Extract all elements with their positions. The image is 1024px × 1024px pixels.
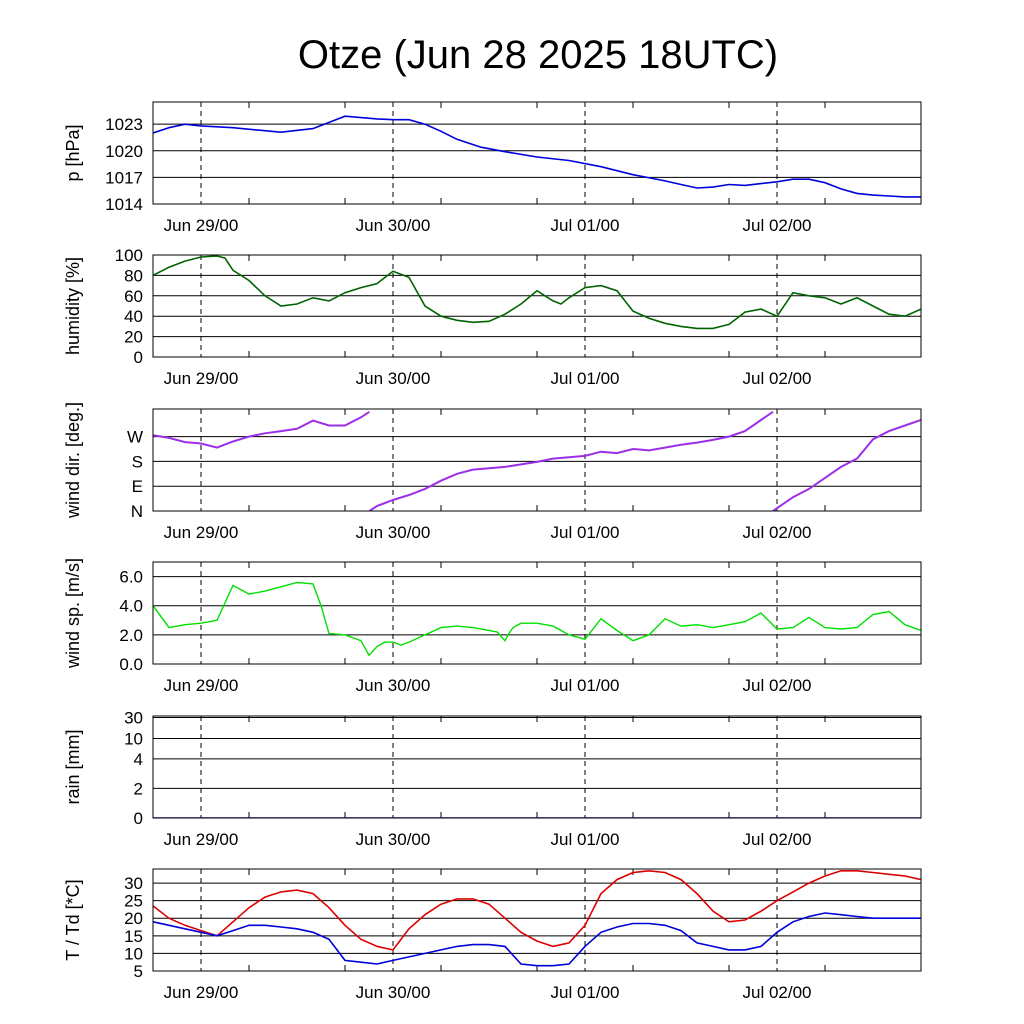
y-axis-label: p [hPa]	[63, 124, 83, 181]
y-axis-label: wind sp. [m/s]	[63, 558, 83, 669]
x-tick-label: Jul 02/00	[743, 983, 812, 1002]
x-tick-label: Jun 29/00	[164, 983, 239, 1002]
x-tick-label: Jul 01/00	[551, 676, 620, 695]
y-tick-label: 40	[124, 307, 143, 326]
y-tick-label: 100	[115, 246, 143, 265]
y-tick-label: 60	[124, 287, 143, 306]
x-tick-label: Jun 30/00	[356, 523, 431, 542]
y-tick-label: 0	[134, 348, 143, 367]
y-axis-label: humidity [%]	[63, 257, 83, 355]
y-axis-label: T / Td [*C]	[63, 879, 83, 960]
y-tick-label: 30	[124, 874, 143, 893]
x-tick-label: Jul 01/00	[551, 830, 620, 849]
y-tick-label: 15	[124, 927, 143, 946]
x-tick-label: Jun 29/00	[164, 369, 239, 388]
y-tick-label: E	[132, 477, 143, 496]
y-tick-label: 10	[124, 729, 143, 748]
y-tick-label: N	[131, 502, 143, 521]
x-tick-label: Jun 30/00	[356, 676, 431, 695]
y-tick-label: 4.0	[119, 597, 143, 616]
x-tick-label: Jun 29/00	[164, 830, 239, 849]
y-tick-label: 30	[124, 709, 143, 728]
plot-frame	[152, 101, 922, 205]
panel-0: 1014 1017 1020 1023 Jun 29/00 Jun 30/00 Jul 01…	[63, 101, 922, 235]
x-tick-label: Jul 02/00	[743, 369, 812, 388]
y-tick-label: 5	[134, 962, 143, 981]
plot-frame	[152, 408, 922, 512]
y-tick-label: 10	[124, 944, 143, 963]
y-tick-label: 2	[134, 779, 143, 798]
x-tick-label: Jun 29/00	[164, 676, 239, 695]
y-tick-label: S	[132, 452, 143, 471]
wind_dir-line	[153, 410, 370, 449]
y-axis-label: wind dir. [deg.]	[63, 402, 83, 519]
y-tick-label: 0	[134, 809, 143, 828]
x-tick-label: Jun 29/00	[164, 216, 239, 235]
y-tick-label: 80	[124, 266, 143, 285]
wind_dir-line	[772, 419, 921, 511]
plot-frame	[152, 561, 922, 665]
x-tick-label: Jul 02/00	[743, 216, 812, 235]
panel-3: 0.0 2.0 4.0 6.0 Jun 29/00 Jun 30/00 Jul 01/00 J…	[63, 558, 922, 695]
chart-title: Otze (Jun 28 2025 18UTC)	[298, 33, 778, 77]
y-tick-label: 2.0	[119, 626, 143, 645]
x-tick-label: Jul 02/00	[743, 676, 812, 695]
y-tick-label: 6.0	[119, 568, 143, 587]
wind_dir-line	[368, 410, 774, 511]
y-tick-label: 20	[124, 909, 143, 928]
pressure-line	[153, 115, 921, 198]
y-tick-label: 25	[124, 892, 143, 911]
y-tick-label: 1020	[105, 142, 143, 161]
x-tick-label: Jul 02/00	[743, 830, 812, 849]
temperature-line	[153, 869, 921, 951]
dewpoint-line	[153, 912, 921, 967]
y-tick-label: 0.0	[119, 655, 143, 674]
plot-frame	[152, 254, 922, 358]
x-tick-label: Jun 30/00	[356, 369, 431, 388]
x-tick-label: Jul 01/00	[551, 983, 620, 1002]
y-tick-label: W	[127, 428, 143, 447]
y-tick-label: 20	[124, 328, 143, 347]
x-tick-label: Jul 02/00	[743, 523, 812, 542]
x-tick-label: Jun 29/00	[164, 523, 239, 542]
wind_speed-line	[153, 581, 921, 657]
x-tick-label: Jul 01/00	[551, 369, 620, 388]
y-axis-label: rain [mm]	[63, 729, 83, 804]
x-tick-label: Jun 30/00	[356, 216, 431, 235]
y-tick-label: 1014	[105, 195, 143, 214]
humidity-line	[153, 255, 921, 330]
plot-frame	[152, 715, 922, 819]
y-tick-label: 1023	[105, 115, 143, 134]
y-tick-label: 4	[134, 750, 143, 769]
y-tick-label: 1017	[105, 168, 143, 187]
plot-frame	[152, 868, 922, 972]
x-tick-label: Jul 01/00	[551, 216, 620, 235]
x-tick-label: Jun 30/00	[356, 830, 431, 849]
x-tick-label: Jun 30/00	[356, 983, 431, 1002]
x-tick-label: Jul 01/00	[551, 523, 620, 542]
